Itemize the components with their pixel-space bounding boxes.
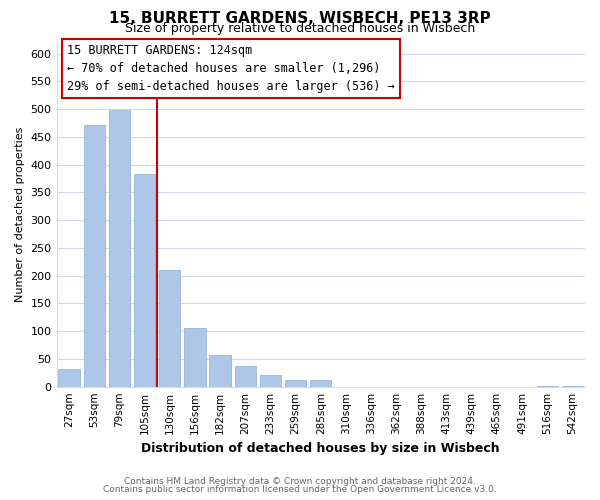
Text: 15, BURRETT GARDENS, WISBECH, PE13 3RP: 15, BURRETT GARDENS, WISBECH, PE13 3RP <box>109 11 491 26</box>
Bar <box>310 380 331 386</box>
Bar <box>260 375 281 386</box>
Text: Size of property relative to detached houses in Wisbech: Size of property relative to detached ho… <box>125 22 475 35</box>
Text: 15 BURRETT GARDENS: 124sqm
← 70% of detached houses are smaller (1,296)
29% of s: 15 BURRETT GARDENS: 124sqm ← 70% of deta… <box>67 44 395 93</box>
Bar <box>235 366 256 386</box>
Y-axis label: Number of detached properties: Number of detached properties <box>15 127 25 302</box>
Bar <box>209 355 231 386</box>
Bar <box>134 174 155 386</box>
Bar <box>184 328 206 386</box>
Bar <box>159 270 181 386</box>
X-axis label: Distribution of detached houses by size in Wisbech: Distribution of detached houses by size … <box>142 442 500 455</box>
Text: Contains HM Land Registry data © Crown copyright and database right 2024.: Contains HM Land Registry data © Crown c… <box>124 477 476 486</box>
Text: Contains public sector information licensed under the Open Government Licence v3: Contains public sector information licen… <box>103 485 497 494</box>
Bar <box>109 110 130 386</box>
Bar <box>83 124 105 386</box>
Bar <box>58 369 80 386</box>
Bar <box>285 380 307 386</box>
